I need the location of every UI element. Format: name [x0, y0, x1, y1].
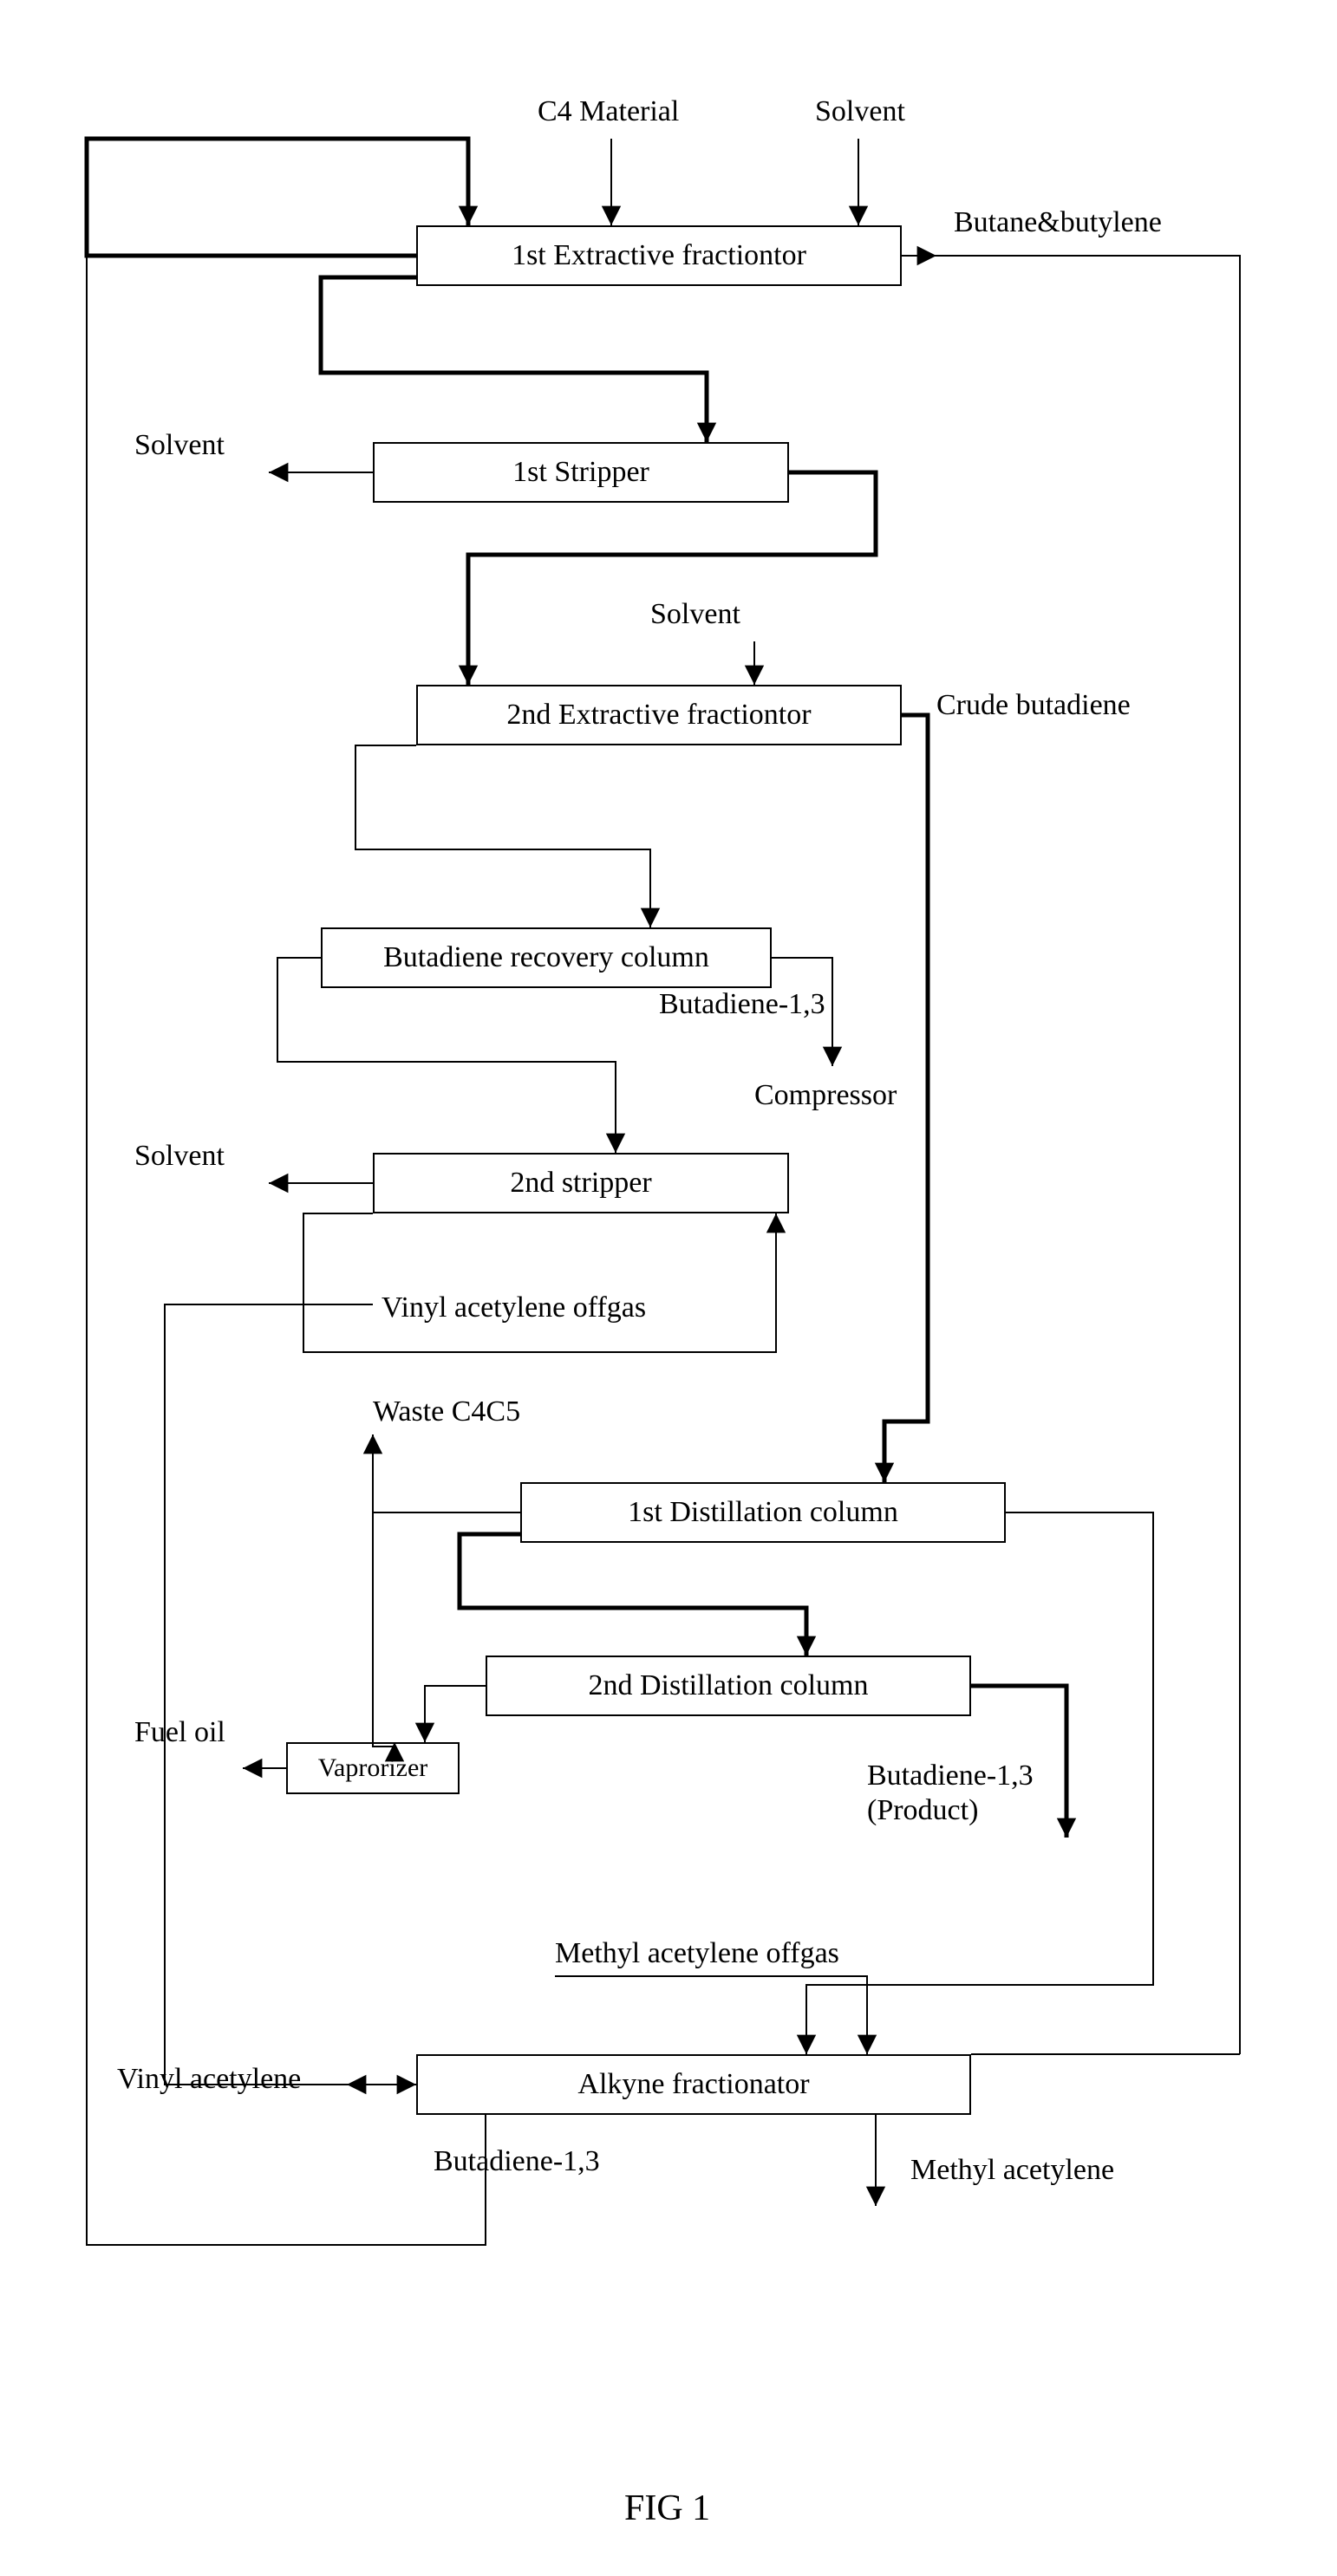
- node-dist2-label: 2nd Distillation column: [589, 1669, 869, 1702]
- node-alk: Alkyne fractionator: [416, 2054, 971, 2115]
- node-strip2: 2nd stripper: [373, 1153, 789, 1213]
- node-dist1: 1st Distillation column: [520, 1482, 1006, 1543]
- node-strip2-label: 2nd stripper: [510, 1167, 651, 1200]
- label-bb: Butane&butylene: [954, 206, 1162, 239]
- flowchart-canvas: 1st Extractive fractiontor 1st Stripper …: [0, 0, 1337, 2576]
- label-bd13-prod2: (Product): [867, 1794, 978, 1827]
- label-solv-s1: Solvent: [134, 429, 225, 462]
- node-dist2: 2nd Distillation column: [486, 1656, 971, 1716]
- node-ext1: 1st Extractive fractiontor: [416, 225, 902, 286]
- node-strip1: 1st Stripper: [373, 442, 789, 503]
- label-solv-mid: Solvent: [650, 598, 740, 631]
- label-fueloil: Fuel oil: [134, 1716, 225, 1749]
- label-va-off: Vinyl acetylene offgas: [382, 1291, 646, 1324]
- node-alk-label: Alkyne fractionator: [577, 2068, 809, 2101]
- label-bd13-alk: Butadiene-1,3: [434, 2145, 600, 2178]
- label-solv-top: Solvent: [815, 95, 905, 128]
- edges-svg: [0, 0, 1337, 2576]
- label-bd13-prod1: Butadiene-1,3: [867, 1760, 1034, 1792]
- node-brc: Butadiene recovery column: [321, 927, 772, 988]
- node-brc-label: Butadiene recovery column: [383, 941, 709, 974]
- figure-caption: FIG 1: [624, 2488, 710, 2529]
- label-waste: Waste C4C5: [373, 1395, 520, 1428]
- node-vap: Vaprorizer: [286, 1742, 460, 1794]
- label-va-out: Vinyl acetylene: [117, 2063, 301, 2096]
- node-dist1-label: 1st Distillation column: [628, 1496, 898, 1529]
- label-ma-off: Methyl acetylene offgas: [555, 1937, 839, 1970]
- node-strip1-label: 1st Stripper: [512, 456, 649, 489]
- label-c4mat: C4 Material: [538, 95, 679, 128]
- label-compressor: Compressor: [754, 1079, 897, 1112]
- label-solv-s2: Solvent: [134, 1140, 225, 1173]
- label-bd13-brc: Butadiene-1,3: [659, 988, 825, 1021]
- node-ext1-label: 1st Extractive fractiontor: [512, 239, 806, 272]
- node-ext2: 2nd Extractive fractiontor: [416, 685, 902, 745]
- node-vap-label: Vaprorizer: [318, 1753, 428, 1783]
- node-ext2-label: 2nd Extractive fractiontor: [506, 699, 811, 732]
- label-ma-out: Methyl acetylene: [910, 2154, 1114, 2187]
- label-crude: Crude butadiene: [936, 689, 1131, 722]
